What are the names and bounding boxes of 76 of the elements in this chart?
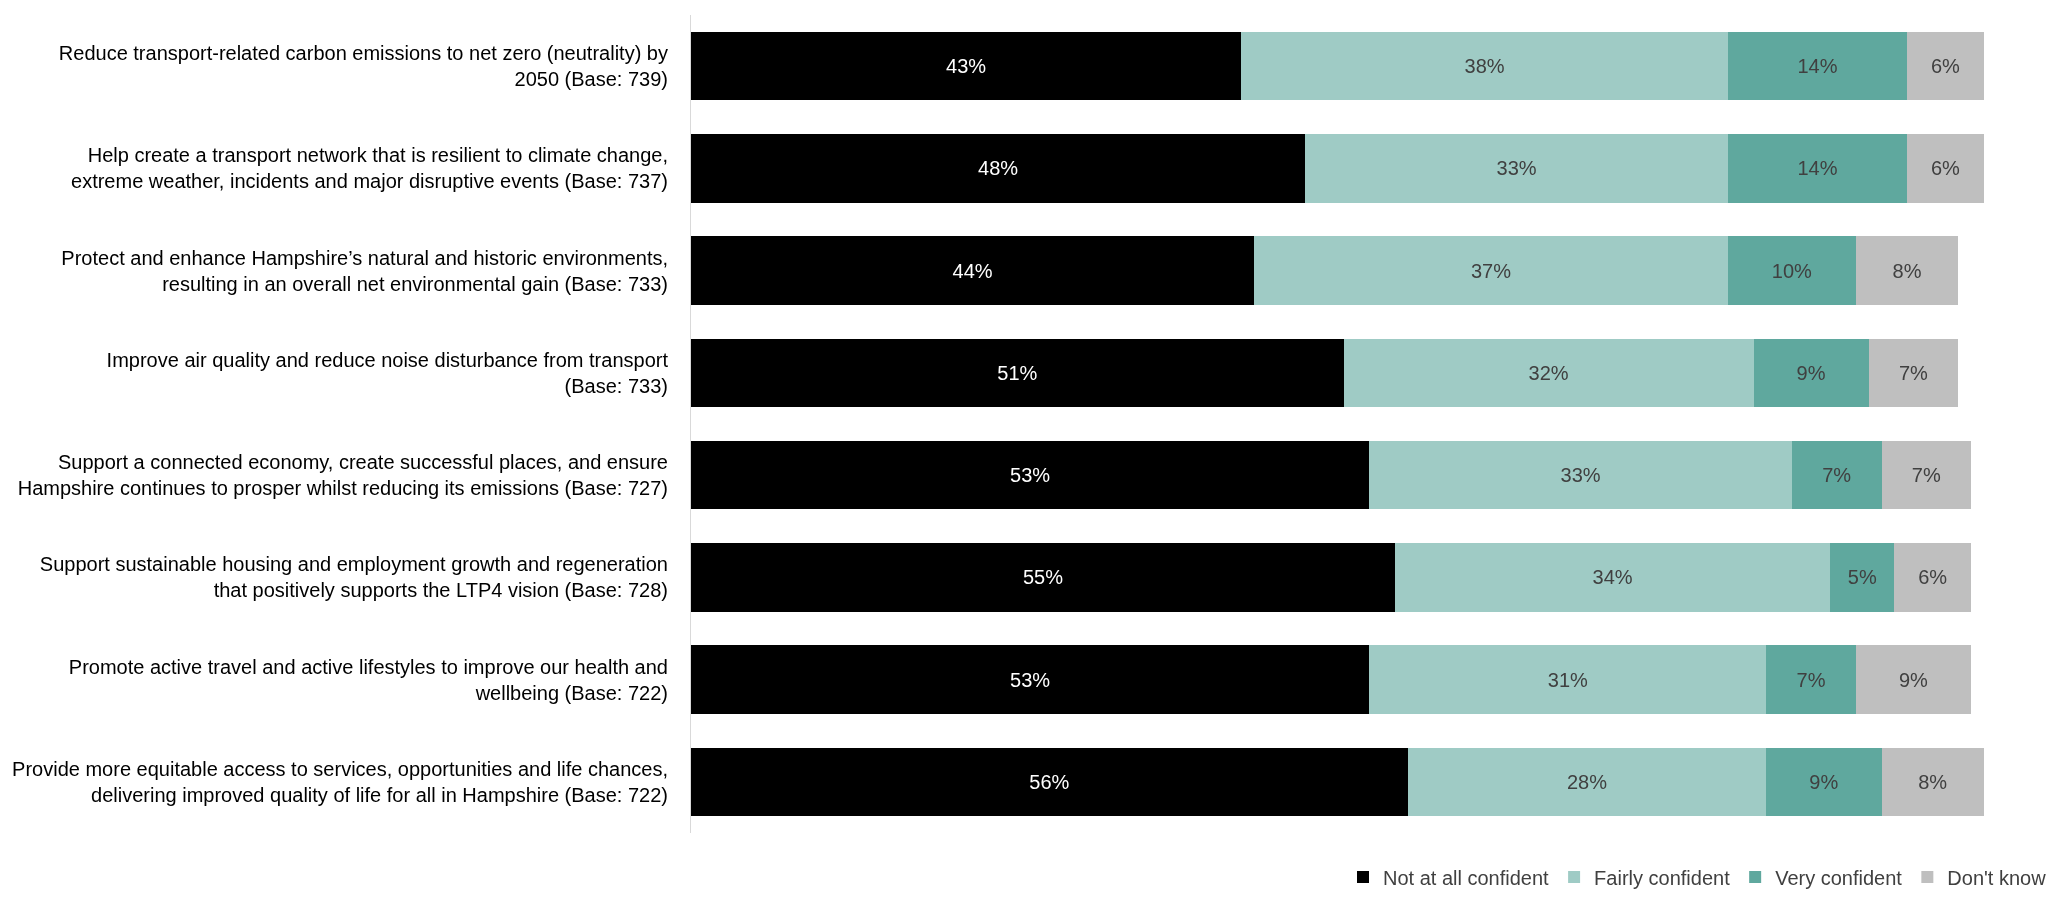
y-tick-label: Protect and enhance Hampshire’s natural and historic environments, resulting in an overall net environmental gain (Base: 733): [61, 246, 668, 295]
data-label: 8%: [1918, 770, 1948, 793]
data-label: 38%: [1464, 55, 1505, 78]
data-label: 5%: [1847, 566, 1877, 589]
y-tick-label: Promote active travel and active lifestyles to improve our health and wellbeing (Base: 722): [68, 655, 668, 704]
data-label: 6%: [1930, 55, 1961, 78]
y-tick-label: Provide more equitable access to services, opportunities and life chances, delivering improved quality of life for all in Hampshire (Base: 722): [12, 757, 668, 806]
data-label: 14%: [1797, 157, 1838, 180]
data-label: 14%: [1797, 55, 1838, 78]
data-label: 48%: [978, 157, 1019, 180]
data-label: 43%: [946, 55, 987, 78]
bar: [1727, 236, 1856, 305]
data-label: 33%: [1496, 157, 1537, 180]
bar: [1766, 645, 1856, 714]
data-label: 33%: [1560, 464, 1601, 487]
bar: [691, 543, 1396, 612]
bar: [691, 440, 1370, 510]
data-label: 7%: [1911, 464, 1941, 487]
bar: [1727, 134, 1908, 203]
data-label: 9%: [1898, 668, 1929, 691]
legend-label: Don't know: [1947, 866, 2047, 889]
data-label: 44%: [952, 259, 993, 282]
data-label: 32%: [1528, 361, 1569, 384]
data-label: 7%: [1822, 464, 1852, 487]
data-label: 7%: [1796, 668, 1826, 691]
bar: [1881, 747, 1984, 817]
bar: [1343, 338, 1754, 408]
bar: [1753, 338, 1869, 408]
data-label: 9%: [1796, 361, 1826, 384]
data-label: 6%: [1918, 566, 1948, 589]
data-label: 51%: [997, 361, 1038, 384]
bar: [691, 31, 1242, 101]
legend-label: Fairly confident: [1594, 866, 1731, 889]
legend-label: Very confident: [1775, 866, 1903, 889]
bar: [1907, 31, 1984, 101]
bar: [1369, 440, 1792, 510]
bar: [1305, 134, 1728, 203]
data-label: 37%: [1470, 259, 1512, 282]
bar: [1907, 134, 1984, 203]
bar: [1254, 236, 1728, 305]
y-tick-label: Help create a transport network that is resilient to climate change, extreme weather, incidents and major disruptive events (Base: 737): [71, 144, 668, 193]
bar: [691, 645, 1370, 714]
bar: [1241, 31, 1728, 101]
data-label: 28%: [1566, 770, 1608, 793]
bar: [691, 134, 1306, 203]
data-label: 8%: [1892, 259, 1922, 282]
bar: [1369, 645, 1767, 714]
data-label: 31%: [1547, 668, 1589, 691]
data-label: 9%: [1809, 770, 1839, 793]
bar: [1727, 31, 1908, 101]
y-tick-label: Support a connected economy, create successful places, and ensure Hampshire continues to prosper whilst reducing its emissions (Base: 727): [17, 451, 668, 500]
data-label: 53%: [1010, 464, 1051, 487]
bar: [1894, 543, 1972, 612]
y-tick-label: Improve air quality and reduce noise disturbance from transport (Base: 733): [106, 348, 669, 397]
bar: [1855, 236, 1959, 305]
data-label: 10%: [1771, 259, 1813, 282]
bar: [691, 236, 1255, 305]
bar: [1395, 543, 1831, 612]
data-label: 55%: [1022, 566, 1064, 589]
bar: [1791, 440, 1882, 510]
y-tick-label: Reduce transport-related carbon emissions to net zero (neutrality) by 2050 (Base: 739): [58, 42, 668, 91]
data-label: 53%: [1010, 668, 1051, 691]
data-label: 6%: [1930, 157, 1961, 180]
data-label: 56%: [1029, 770, 1070, 793]
bar: [1830, 543, 1895, 612]
y-tick-label: Support sustainable housing and employment growth and regeneration that positively supports the LTP4 vision (Base: 728): [39, 553, 668, 602]
bar: [1881, 440, 1972, 510]
bar: [1407, 747, 1767, 817]
bar: [1855, 645, 1972, 714]
bar: [1868, 338, 1959, 408]
legend-label: Not at all confident: [1383, 866, 1550, 889]
data-label: 34%: [1592, 566, 1633, 589]
bar: [1766, 747, 1882, 817]
bar: [691, 747, 1408, 817]
data-label: 7%: [1898, 361, 1929, 384]
bar: [691, 338, 1344, 408]
